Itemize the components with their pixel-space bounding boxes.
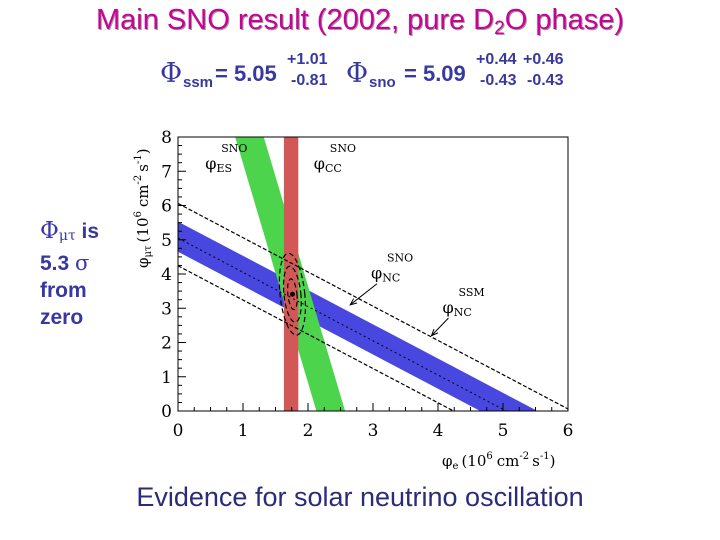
slide-footer: Evidence for solar neutrino oscillation (136, 482, 584, 512)
annotation-nc-symbol: φNC (371, 264, 400, 285)
annotation-cc-source: SNO (330, 142, 356, 155)
ssm-upper-error: +1.01 (287, 51, 328, 68)
sno-phi-symbol: Φ (346, 58, 369, 89)
x-tick-label: 4 (433, 421, 444, 441)
x-tick-label: 2 (303, 421, 314, 441)
annotation-nc-arrow (349, 283, 378, 306)
cc-band (283, 137, 299, 411)
y-tick-label: 4 (161, 265, 172, 285)
sno-sys-upper-error: +0.46 (523, 51, 564, 68)
annotation-nc-source: SNO (387, 252, 413, 265)
sno-label: sno (369, 74, 396, 91)
x-axis-label: φe (106 cm-2 s-1) (442, 451, 555, 472)
ssm-lower-line (178, 265, 454, 411)
x-tick-label: 3 (368, 421, 379, 441)
annotation-ssm-arrow (431, 317, 449, 336)
ssm-upper-line (178, 202, 568, 410)
ssm-flux-result: Φ ssm = 5.05 +1.01 -0.81 (160, 50, 340, 100)
confidence-ellipse-2 (282, 265, 302, 323)
y-tick-label: 8 (161, 128, 172, 148)
ssm-phi-symbol: Φ (160, 58, 183, 89)
sno-stat-lower-error: -0.43 (480, 72, 517, 89)
annotation-nc-arrowhead (349, 298, 358, 306)
annotation-es-symbol: φES (205, 154, 232, 175)
y-tick-label: 5 (161, 231, 172, 251)
x-tick-label: 1 (238, 421, 249, 441)
annotation-ssm-source: SSM (459, 286, 485, 299)
y-tick-label: 1 (161, 368, 172, 388)
x-tick-label: 5 (498, 421, 509, 441)
x-tick-label: 0 (173, 421, 184, 441)
annotation-cc-symbol: φCC (314, 154, 342, 175)
slide-title: Main SNO result (2002, pure D2O phase) (96, 4, 624, 39)
sno-value: = 5.09 (404, 61, 466, 86)
annotation-ssm-symbol: φNC (443, 298, 472, 319)
annotation-ssm-arrowhead (430, 328, 439, 337)
confidence-ellipse-1 (286, 278, 298, 311)
ssm-label: ssm (183, 74, 214, 91)
ssm-lower-error: -0.81 (291, 72, 328, 89)
significance-note: Φμτ is 5.3 σ from zero (40, 218, 100, 329)
ssm-center-line (178, 237, 507, 411)
confidence-ellipse-3 (278, 252, 307, 336)
sno-stat-upper-error: +0.44 (476, 51, 517, 68)
y-tick-label: 7 (161, 162, 172, 182)
nc-band (178, 221, 538, 411)
annotation-es-source: SNO (221, 142, 247, 155)
x-tick-label: 6 (563, 421, 574, 441)
sno-sys-lower-error: -0.43 (527, 72, 564, 89)
y-tick-label: 6 (161, 197, 172, 217)
y-tick-label: 3 (161, 299, 172, 319)
ssm-value: = 5.05 (215, 61, 277, 86)
sno-flux-result: Φ sno = 5.09 +0.44 -0.43 +0.46 -0.43 (346, 50, 586, 100)
best-fit-point (289, 291, 295, 297)
y-axis-label: φμτ(106cm-2s-1) (133, 148, 154, 268)
y-tick-label: 2 (161, 334, 172, 354)
y-tick-label: 0 (161, 402, 172, 422)
